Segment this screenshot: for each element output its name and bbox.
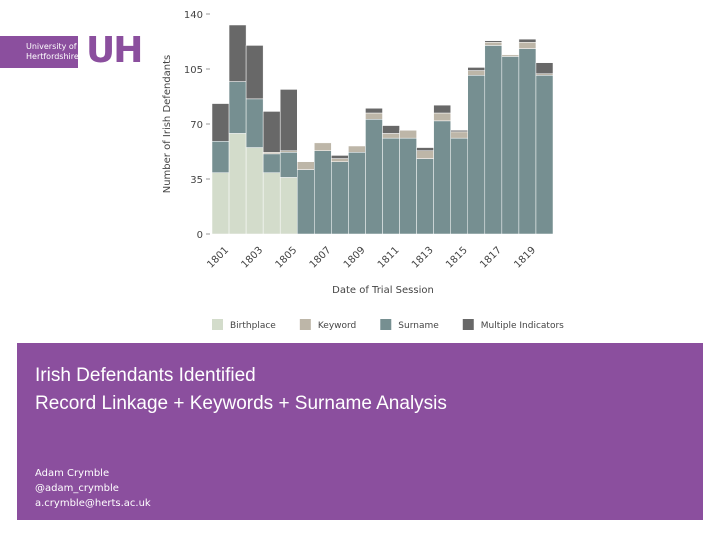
bar-segment [314,142,332,151]
y-tick-label: 70 [190,120,203,131]
bar-segment [484,45,503,235]
bar-segment [416,147,434,151]
bar-segment [245,147,264,235]
bar-segment [297,169,315,235]
title-line: Record Linkage + Keywords + Surname Anal… [35,393,447,414]
author-line: Adam Crymble [35,468,110,479]
bar-segment [279,152,298,178]
bar-segment [228,81,247,134]
bar-segment [501,56,520,235]
bar-segment [245,98,264,148]
legend-swatch [212,319,223,330]
bar-segment [331,155,349,159]
bar-segment [348,152,366,235]
bar-segment [535,62,554,74]
bar-segment [416,158,434,235]
bar-segment [416,150,434,159]
legend-label: Birthplace [230,321,276,331]
bar-segment [433,112,451,122]
bar-segment [245,45,264,100]
bar-segment [484,40,503,43]
bar-segment [484,42,503,46]
legend-label: Surname [398,321,439,331]
bar-segment [382,125,400,134]
y-tick-label: 0 [197,230,203,241]
author-line: @adam_crymble [35,483,119,494]
legend-swatch [380,319,392,330]
legend-swatch [462,319,474,330]
legend-label: Multiple Indicators [481,321,564,331]
bar-segment [211,172,230,235]
bar-segment [467,75,486,235]
logo-text: University of Hertfordshire [0,36,79,68]
bar-segment [365,112,383,120]
bar-segment [382,137,400,235]
bar-segment [211,141,230,173]
bar-segment [399,137,417,235]
bar-segment [433,120,451,235]
author-line: a.crymble@herts.ac.uk [35,498,151,509]
bar-segment [297,161,315,170]
bar-segment [450,130,469,133]
bar-segment [262,111,281,153]
bar-segment [535,75,554,235]
bar-segment [433,104,451,114]
title-panel: Irish Defendants Identified Record Linka… [17,343,703,520]
bar-segment [262,172,281,235]
bar-segment [450,131,469,139]
y-tick-label: 105 [184,65,203,76]
bar-segment [331,158,349,162]
bar-segment [348,145,366,153]
title-line: Irish Defendants Identified [35,365,256,386]
legend-label: Keyword [318,321,356,331]
bar-segment [501,54,520,57]
x-axis-label: Date of Trial Session [332,285,434,296]
legend-swatch [299,319,311,330]
y-tick-label: 35 [190,175,203,186]
bar-segment [467,70,486,76]
bar-segment [331,161,349,235]
bar-segment [518,38,537,43]
bar-segment [518,42,537,49]
chart: Number of Irish Defendants Date of Trial… [162,10,565,331]
bar-segment [228,133,247,235]
bar-segment [314,150,332,235]
bar-segment [228,24,247,82]
bar-segment [365,119,383,235]
bar-segment [382,133,400,139]
y-tick-label: 140 [184,10,203,21]
bar-segment [399,130,417,139]
bar-segment [365,108,383,114]
bar-segment [279,89,298,151]
bar-segment [262,153,281,173]
y-axis-label: Number of Irish Defendants [162,55,173,194]
bar-segment [211,103,230,142]
bar-segment [279,177,298,235]
bar-segment [450,137,469,235]
logo-mark: UH [86,30,143,71]
bar-segment [467,67,486,71]
bar-segment [518,48,537,235]
